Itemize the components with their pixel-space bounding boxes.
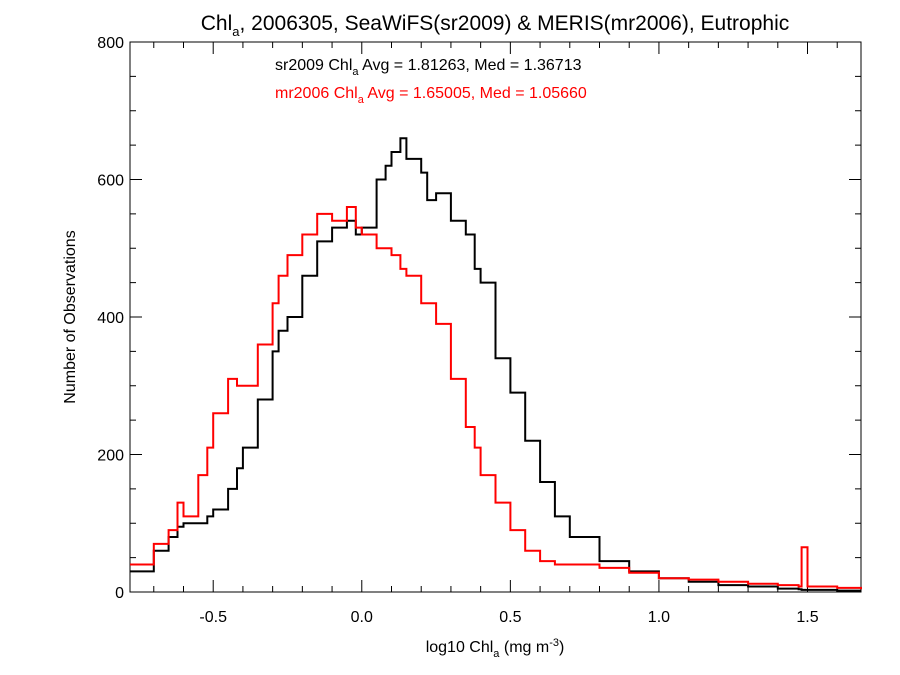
x-tick-label: -0.5 — [199, 609, 227, 626]
x-axis-label-main: log10 Chl — [426, 639, 494, 656]
x-axis-label-superscript: -3 — [549, 637, 559, 649]
y-tick-label: 800 — [97, 35, 124, 52]
chart-title-main: Chl — [201, 12, 233, 35]
annotation-sr2009-text: sr2009 Chl — [275, 57, 352, 74]
x-tick-label: 1.0 — [648, 609, 670, 626]
chart-title-rest: , 2006305, SeaWiFS(sr2009) & MERIS(mr200… — [240, 12, 790, 35]
annotation-mr2006-values: Avg = 1.65005, Med = 1.05660 — [364, 85, 587, 102]
annotation-mr2006-subscript: a — [358, 94, 365, 106]
annotation-sr2009-values: Avg = 1.81263, Med = 1.36713 — [359, 57, 582, 74]
x-tick-label: 1.5 — [796, 609, 818, 626]
axis-ticks — [130, 41, 861, 593]
series-line-sr2009 — [130, 137, 861, 592]
annotation-mr2006: mr2006 Chla Avg = 1.65005, Med = 1.05660 — [275, 85, 587, 106]
y-tick-label: 600 — [97, 173, 124, 190]
y-tick-label: 400 — [97, 310, 124, 327]
x-axis-label-subscript: a — [493, 648, 500, 660]
y-axis-label: Number of Observations — [62, 230, 79, 403]
x-tick-label: 0.5 — [499, 609, 521, 626]
x-tick-label: 0.0 — [351, 609, 373, 626]
chart-title-subscript: a — [232, 24, 240, 39]
annotation-mr2006-text: mr2006 Chl — [275, 85, 358, 102]
axis-tick-labels: -0.5 0.0 0.5 1.0 1.5 0 200 400 600 800 — [97, 35, 818, 626]
y-tick-label: 200 — [97, 448, 124, 465]
y-tick-label: 0 — [115, 585, 124, 602]
x-axis-label-units: (mg m — [499, 639, 549, 656]
x-axis-label-close: ) — [559, 639, 564, 656]
annotation-sr2009: sr2009 Chla Avg = 1.81263, Med = 1.36713 — [275, 57, 582, 78]
annotation-sr2009-subscript: a — [352, 66, 359, 78]
chart-title: Chla, 2006305, SeaWiFS(sr2009) & MERIS(m… — [201, 12, 789, 39]
series-line-mr2006 — [130, 206, 862, 590]
x-axis-label: log10 Chla (mg m-3) — [426, 637, 565, 660]
